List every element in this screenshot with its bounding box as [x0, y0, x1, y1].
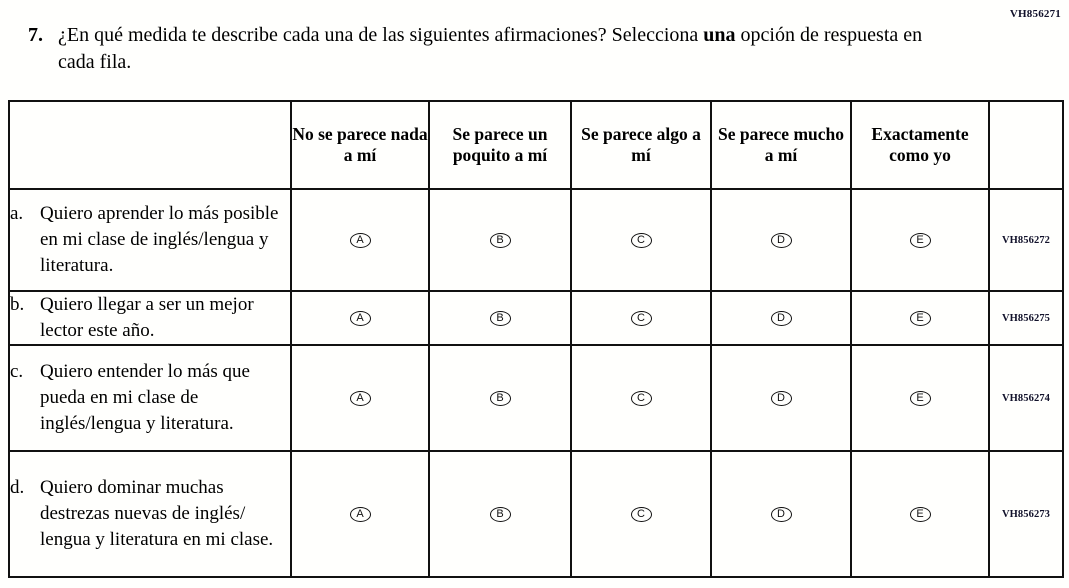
row-statement-c: c. Quiero entender lo más que pueda en m…	[8, 344, 292, 452]
answer-option-d3[interactable]: C	[570, 450, 712, 578]
answer-option-d1[interactable]: A	[290, 450, 430, 578]
bubble-d-C[interactable]: C	[630, 506, 652, 522]
answer-option-b2[interactable]: B	[428, 290, 572, 346]
bubble-c-A[interactable]: A	[349, 390, 371, 406]
row-statement-d: d. Quiero dominar muchas destrezas nueva…	[8, 450, 292, 578]
header-cell-statement	[8, 100, 292, 190]
row-id-d: VH856273	[988, 450, 1064, 578]
bubble-c-C[interactable]: C	[630, 390, 652, 406]
bubble-a-C[interactable]: C	[630, 232, 652, 248]
answer-option-d5[interactable]: E	[850, 450, 990, 578]
row-text-d: Quiero dominar muchas destrezas nuevas d…	[40, 477, 274, 550]
row-statement-b: b. Quiero llegar a ser un mejor lector e…	[8, 290, 292, 346]
header-cell-option-4: Se parece mucho a mí	[710, 100, 852, 190]
row-text-b: Quiero llegar a ser un mejor lector este…	[40, 294, 254, 341]
bubble-a-D[interactable]: D	[770, 232, 792, 248]
bubble-c-E[interactable]: E	[909, 390, 931, 406]
row-letter-c: c.	[10, 361, 24, 382]
answer-option-b1[interactable]: A	[290, 290, 430, 346]
table-header-row: No se parece nada a mí Se parece un poqu…	[8, 100, 1064, 190]
row-statement-a: a. Quiero aprender lo más posible en mi …	[8, 188, 292, 292]
header-cell-id	[988, 100, 1064, 190]
bubble-d-E[interactable]: E	[909, 506, 931, 522]
bubble-c-B[interactable]: B	[489, 390, 511, 406]
bubble-d-A[interactable]: A	[349, 506, 371, 522]
answer-option-a1[interactable]: A	[290, 188, 430, 292]
row-text-c: Quiero entender lo más que pueda en mi c…	[40, 361, 250, 434]
answer-option-a5[interactable]: E	[850, 188, 990, 292]
bubble-b-C[interactable]: C	[630, 310, 652, 326]
row-letter-a: a.	[10, 203, 24, 224]
answer-option-b4[interactable]: D	[710, 290, 852, 346]
answer-option-d2[interactable]: B	[428, 450, 572, 578]
answer-option-c2[interactable]: B	[428, 344, 572, 452]
table-row: c. Quiero entender lo más que pueda en m…	[8, 344, 1064, 452]
page-item-id: VH856271	[1009, 8, 1061, 20]
bubble-c-D[interactable]: D	[770, 390, 792, 406]
response-matrix-table: No se parece nada a mí Se parece un poqu…	[8, 100, 1064, 578]
row-id-b: VH856275	[988, 290, 1064, 346]
row-id-a: VH856272	[988, 188, 1064, 292]
question-text-part2: opción de respuesta en cada fila.	[58, 24, 923, 73]
answer-option-d4[interactable]: D	[710, 450, 852, 578]
table-row: b. Quiero llegar a ser un mejor lector e…	[8, 290, 1064, 346]
answer-option-a2[interactable]: B	[428, 188, 572, 292]
question-number: 7.	[28, 24, 43, 46]
answer-option-c5[interactable]: E	[850, 344, 990, 452]
answer-option-c3[interactable]: C	[570, 344, 712, 452]
question-text-emphasis: una	[703, 24, 736, 46]
row-letter-b: b.	[10, 294, 25, 315]
bubble-b-B[interactable]: B	[489, 310, 511, 326]
question-text-part1: ¿En qué medida te describe cada una de l…	[58, 24, 704, 46]
bubble-b-A[interactable]: A	[349, 310, 371, 326]
question-text: ¿En qué medida te describe cada una de l…	[58, 22, 938, 76]
question-stem: 7. ¿En qué medida te describe cada una d…	[28, 22, 958, 76]
bubble-d-D[interactable]: D	[770, 506, 792, 522]
bubble-a-A[interactable]: A	[349, 232, 371, 248]
bubble-b-E[interactable]: E	[909, 310, 931, 326]
header-cell-option-3: Se parece algo a mí	[570, 100, 712, 190]
table-row: a. Quiero aprender lo más posible en mi …	[8, 188, 1064, 292]
table-row: d. Quiero dominar muchas destrezas nueva…	[8, 450, 1064, 578]
bubble-d-B[interactable]: B	[489, 506, 511, 522]
header-cell-option-5: Exactamente como yo	[850, 100, 990, 190]
answer-option-b3[interactable]: C	[570, 290, 712, 346]
row-id-c: VH856274	[988, 344, 1064, 452]
answer-option-a3[interactable]: C	[570, 188, 712, 292]
answer-option-c1[interactable]: A	[290, 344, 430, 452]
header-cell-option-1: No se parece nada a mí	[290, 100, 430, 190]
answer-option-a4[interactable]: D	[710, 188, 852, 292]
bubble-a-B[interactable]: B	[489, 232, 511, 248]
bubble-a-E[interactable]: E	[909, 232, 931, 248]
row-text-a: Quiero aprender lo más posible en mi cla…	[40, 203, 279, 276]
answer-option-c4[interactable]: D	[710, 344, 852, 452]
row-letter-d: d.	[10, 477, 25, 498]
bubble-b-D[interactable]: D	[770, 310, 792, 326]
header-cell-option-2: Se parece un poquito a mí	[428, 100, 572, 190]
answer-option-b5[interactable]: E	[850, 290, 990, 346]
